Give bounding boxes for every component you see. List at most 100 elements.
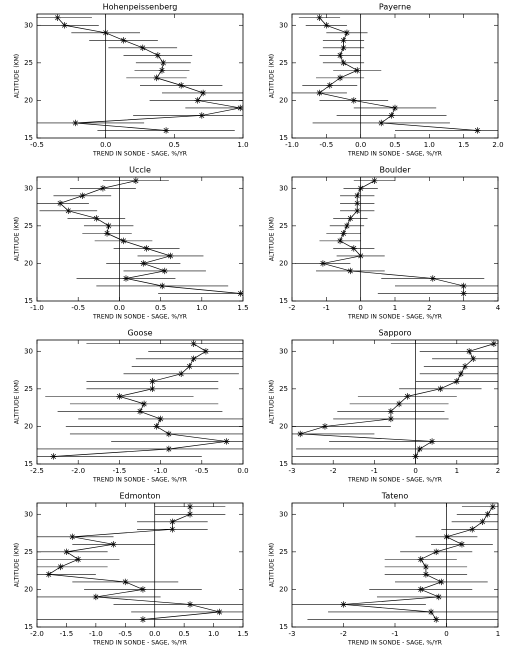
x-tick-label: 0.5 <box>389 141 400 149</box>
marker <box>388 112 395 119</box>
marker <box>340 44 347 52</box>
y-axis-label: ALTITUDE (KM) <box>269 380 276 424</box>
marker <box>186 363 193 370</box>
x-axis-label: TREND IN SONDE - SAGE, %/YR <box>347 477 442 484</box>
trend-line <box>318 17 478 131</box>
plot-area <box>292 503 498 627</box>
marker <box>422 563 430 571</box>
panel: Uccle -1.0 -0.5 0.0 0.5 1.0 1.5 15 20 25 30 TREND I… <box>14 166 249 321</box>
plot-area <box>295 177 498 301</box>
marker <box>350 97 357 104</box>
marker <box>153 423 160 430</box>
marker <box>116 393 123 400</box>
x-tick-label: 1.0 <box>424 141 435 149</box>
marker <box>178 370 185 378</box>
panel-title: Uccle <box>129 166 151 175</box>
marker <box>378 119 385 127</box>
y-tick-label: 25 <box>279 548 288 556</box>
marker <box>489 503 497 510</box>
marker <box>340 230 347 237</box>
x-tick-label: 1 <box>455 467 459 475</box>
marker <box>162 127 170 134</box>
marker <box>453 378 460 385</box>
x-axis-label: TREND IN SONDE - SAGE, %/YR <box>347 151 442 158</box>
x-axis-label: TREND IN SONDE - SAGE, %/YR <box>92 314 187 321</box>
marker <box>154 52 162 59</box>
x-tick-label: -1.0 <box>89 630 103 638</box>
y-tick-label: 15 <box>24 460 33 468</box>
x-tick-label: -2.0 <box>30 630 44 638</box>
x-tick-label: 1 <box>496 630 500 638</box>
marker <box>465 348 473 355</box>
marker <box>357 185 364 192</box>
panel-title: Hohenpeissenberg <box>103 3 178 12</box>
marker <box>167 252 174 260</box>
x-tick-label: -1.0 <box>30 304 44 312</box>
marker <box>110 541 117 548</box>
y-tick-label: 20 <box>24 585 33 593</box>
trend-line <box>343 506 494 620</box>
y-tick-label: 30 <box>24 21 33 29</box>
marker <box>69 533 76 541</box>
marker <box>443 533 450 541</box>
marker <box>484 511 491 518</box>
y-tick-label: 20 <box>24 96 33 104</box>
x-tick-label: 0.0 <box>114 304 125 312</box>
marker <box>103 230 111 237</box>
y-axis-label: ALTITUDE (KM) <box>14 380 21 424</box>
x-tick-label: -1.5 <box>60 630 74 638</box>
y-tick-label: 30 <box>279 510 288 518</box>
plot-area <box>292 14 498 138</box>
marker <box>427 608 435 616</box>
y-tick-label: 20 <box>279 585 288 593</box>
x-tick-label: -1.0 <box>154 467 168 475</box>
x-tick-label: -0.5 <box>319 141 333 149</box>
marker <box>102 29 109 36</box>
x-tick-label: -1.5 <box>113 467 127 475</box>
marker <box>105 222 112 230</box>
marker <box>122 275 130 282</box>
marker <box>169 518 176 525</box>
marker <box>140 400 148 408</box>
marker <box>319 260 327 267</box>
x-tick-label: 0.5 <box>155 304 166 312</box>
marker <box>161 267 168 275</box>
marker <box>92 593 100 601</box>
x-tick-label: 0 <box>358 304 362 312</box>
marker <box>153 74 160 82</box>
marker <box>72 119 79 127</box>
y-tick-label: 15 <box>279 297 288 305</box>
panel: Payerne -1.0 -0.5 0.0 0.5 1.0 1.5 2.0 15 20 25 30 TR… <box>269 3 504 158</box>
x-tick-label: -2.5 <box>30 467 44 475</box>
marker <box>120 237 127 245</box>
marker <box>391 104 399 112</box>
marker <box>412 453 419 460</box>
x-tick-label: 2 <box>496 467 500 475</box>
panel-title: Tateno <box>381 492 409 501</box>
x-tick-label: 1.0 <box>196 304 207 312</box>
marker <box>326 82 333 89</box>
marker <box>143 245 150 252</box>
x-tick-label: -0.5 <box>195 467 209 475</box>
marker <box>159 282 166 290</box>
marker <box>336 237 344 245</box>
marker <box>186 503 194 510</box>
plot-area <box>37 177 243 301</box>
marker <box>169 526 176 533</box>
trend-line <box>47 506 220 620</box>
x-tick-label: 2.0 <box>492 141 503 149</box>
marker <box>469 526 476 533</box>
marker <box>433 548 440 556</box>
marker <box>56 200 64 207</box>
marker <box>387 415 395 423</box>
x-tick-label: -1.0 <box>285 141 299 149</box>
y-tick-label: 15 <box>24 623 33 631</box>
x-axis-label: TREND IN SONDE - SAGE, %/YR <box>92 477 187 484</box>
plot-area <box>37 14 243 138</box>
x-tick-label: 1.5 <box>458 141 469 149</box>
x-tick-label: 1.5 <box>237 304 248 312</box>
marker <box>438 578 445 586</box>
marker <box>99 185 107 192</box>
marker <box>54 14 61 21</box>
